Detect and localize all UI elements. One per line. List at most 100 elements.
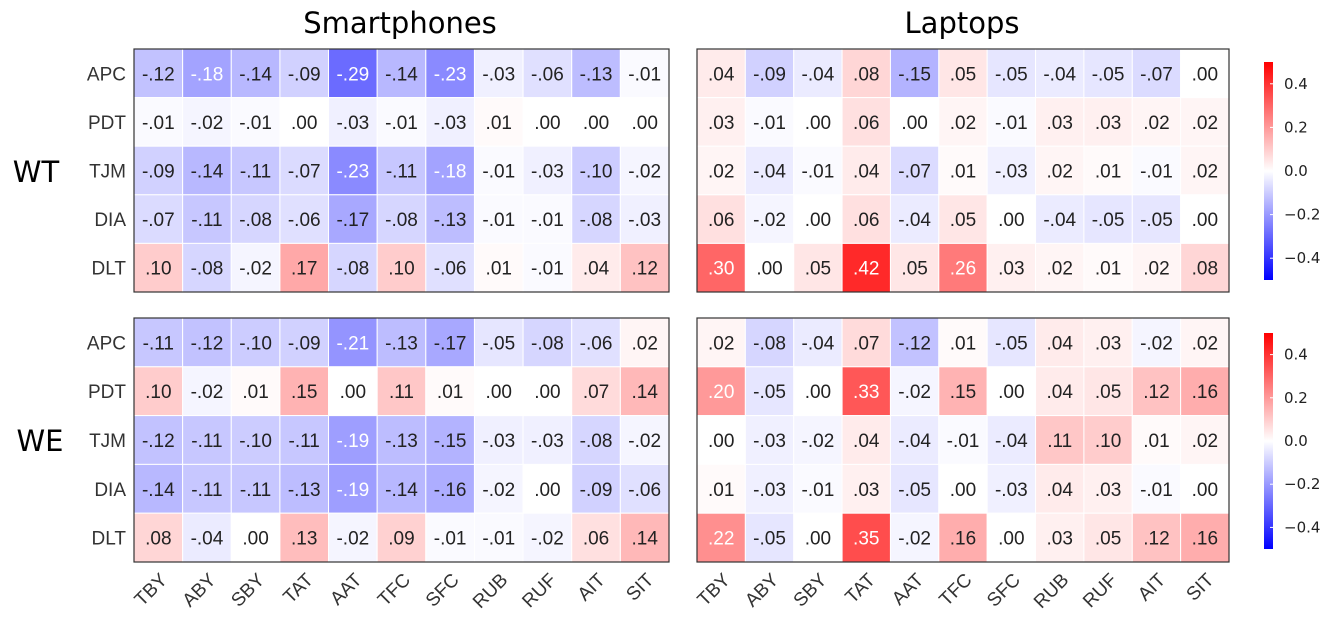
cell-value-label: -.06 (531, 64, 564, 85)
cells-layer (133, 48, 1230, 563)
heatmap-cell (230, 194, 281, 244)
heatmap-cell (619, 415, 670, 465)
heatmap-cell (1131, 415, 1182, 465)
heatmap-cell (1035, 415, 1085, 465)
heatmap-cell (571, 97, 621, 147)
cell-value-label: -.01 (1140, 162, 1173, 183)
cell-value-label: .01 (486, 259, 512, 280)
heatmap-cell (230, 512, 281, 563)
cell-value-label: .16 (950, 529, 976, 550)
heatmap-cell (473, 512, 524, 563)
heatmap-cell (1035, 317, 1085, 368)
heatmap-cell (571, 317, 621, 368)
cell-value-label: -.15 (898, 64, 931, 85)
heatmap-cell (696, 194, 746, 244)
heatmap-cell (841, 145, 891, 196)
heatmap-cell (1035, 512, 1085, 563)
heatmap-cell (230, 366, 281, 417)
heatmap-cell (696, 415, 746, 465)
cell-value-label: -.14 (385, 64, 418, 85)
heatmap-cell (1180, 317, 1230, 368)
heatmap-cell (571, 415, 621, 465)
cell-value-label: .30 (708, 259, 734, 280)
cell-value-label: -.01 (802, 162, 835, 183)
cell-value-label: -.01 (482, 210, 515, 231)
heatmap-cell (328, 463, 378, 514)
cell-value-label: -.23 (434, 64, 467, 85)
heatmap-cell (133, 145, 184, 196)
cell-value-label: .02 (1192, 162, 1218, 183)
heatmap-cell (696, 317, 746, 368)
cell-value-label: -.03 (995, 162, 1028, 183)
row-label-dia: DIA (94, 210, 126, 231)
cell-value-label: -.11 (240, 162, 271, 183)
heatmap-cell (571, 194, 621, 244)
cell-value-label: -.13 (580, 64, 613, 85)
col-label-tfc: TFC (374, 570, 415, 611)
cell-value-label: -.02 (1140, 333, 1173, 354)
cell-value-label: .06 (853, 210, 879, 231)
col-label-aat: AAT (326, 569, 366, 609)
cell-value-label: .00 (805, 210, 831, 231)
col-label-aby: ABY (179, 569, 221, 611)
row-group-we: WE (17, 424, 64, 458)
cell-value-label: .00 (340, 382, 366, 403)
heatmap-cell (986, 145, 1037, 196)
cell-value-label: .01 (1095, 162, 1121, 183)
cell-value-label: -.01 (385, 113, 418, 134)
cell-value-label: -.14 (142, 480, 175, 501)
heatmap-cell (1131, 463, 1182, 514)
heatmap-cell (133, 97, 184, 147)
cell-value-label: .03 (1095, 113, 1121, 134)
col-label-aby: ABY (741, 569, 783, 611)
cell-value-label: -.08 (753, 333, 786, 354)
cell-value-label: .10 (388, 259, 414, 280)
heatmap-cell (230, 317, 281, 368)
cell-value-label: -.23 (336, 162, 369, 183)
heatmap-cell (1035, 194, 1085, 244)
cell-value-label: -.01 (1140, 480, 1173, 501)
heatmap-cell (696, 463, 746, 514)
cell-value-label: -.08 (191, 259, 224, 280)
cell-value-label: -.01 (239, 113, 272, 134)
heatmap-cell (376, 145, 427, 196)
heatmap-cell (571, 366, 621, 417)
cell-value-label: .03 (1095, 480, 1121, 501)
cell-value-label: -.04 (1043, 210, 1076, 231)
cell-value-label: .00 (998, 529, 1024, 550)
cell-value-label: -.17 (434, 333, 467, 354)
heatmap-cell (473, 48, 524, 99)
cell-value-label: .10 (145, 259, 171, 280)
cell-value-label: -.14 (191, 162, 224, 183)
cell-value-label: -.15 (434, 431, 467, 452)
cell-value-label: .26 (950, 259, 976, 280)
cell-value-label: .03 (1047, 113, 1073, 134)
cell-value-label: .00 (901, 113, 927, 134)
cell-value-label: -.01 (142, 113, 175, 134)
panel-frame-we-smartphones (133, 317, 670, 563)
cell-value-label: -.12 (142, 431, 175, 452)
cell-value-label: -.04 (191, 529, 224, 550)
heatmap-cell (986, 97, 1037, 147)
heatmap-cell (986, 366, 1037, 417)
heatmap-cell (744, 415, 795, 465)
heatmap-cell (1180, 145, 1230, 196)
heatmap-cell (619, 317, 670, 368)
cell-value-label: .01 (1095, 259, 1121, 280)
heatmap-cell (522, 317, 573, 368)
heatmap-cell (376, 512, 427, 563)
cell-value-label: -.13 (434, 210, 467, 231)
cell-value-label: .06 (583, 529, 609, 550)
heatmap-cell (376, 366, 427, 417)
heatmap-cell (182, 463, 232, 514)
heatmap-cell (279, 242, 330, 293)
heatmap-cell (1180, 97, 1230, 147)
heatmap-cell (182, 242, 232, 293)
heatmap-cell (1131, 194, 1182, 244)
heatmap-cell (425, 194, 475, 244)
heatmap-cell (841, 97, 891, 147)
cell-value-label: -.01 (995, 113, 1028, 134)
cell-value-label: .02 (1192, 431, 1218, 452)
heatmap-cell (986, 512, 1037, 563)
cell-value-label: .15 (291, 382, 317, 403)
